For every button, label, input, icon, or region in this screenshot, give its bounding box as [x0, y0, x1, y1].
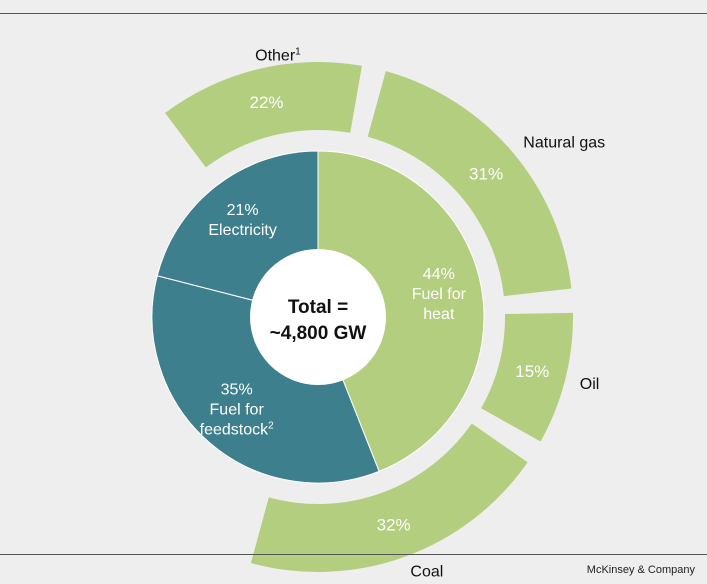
pie-slice-fuel-for-heat [317, 150, 485, 472]
ring-segment-natural-gas [367, 71, 572, 297]
slice-label-fuel-for-feedstock: 35% Fuel for feedstock2 [200, 381, 274, 438]
ring-pct-other: 22% [250, 93, 284, 112]
slice-label-electricity: 21% Electricity [208, 202, 276, 239]
ring-segment-coal [250, 423, 528, 572]
center-total-label: Total = ~4,800 GW [270, 297, 367, 344]
ring-name-coal: Coal [410, 564, 443, 581]
top-rule [0, 13, 707, 14]
ring-pct-natural-gas: 31% [469, 164, 503, 183]
ring-segment-oil [481, 312, 573, 442]
bottom-rule [0, 554, 707, 555]
center-hole [250, 249, 386, 385]
slice-label-fuel-for-heat: 44% Fuel for heat [412, 266, 467, 323]
source-footer: McKinsey & Company [586, 564, 695, 576]
ring-pct-coal: 32% [377, 516, 411, 535]
ring-name-oil: Oil [580, 376, 600, 393]
ring-pct-oil: 15% [515, 362, 549, 381]
ring-segment-other [165, 62, 362, 168]
ring-name-natural-gas: Natural gas [523, 135, 605, 152]
pie-slice-fuel-for-feedstock [151, 275, 380, 484]
ring-name-other: Other1 [255, 46, 301, 64]
